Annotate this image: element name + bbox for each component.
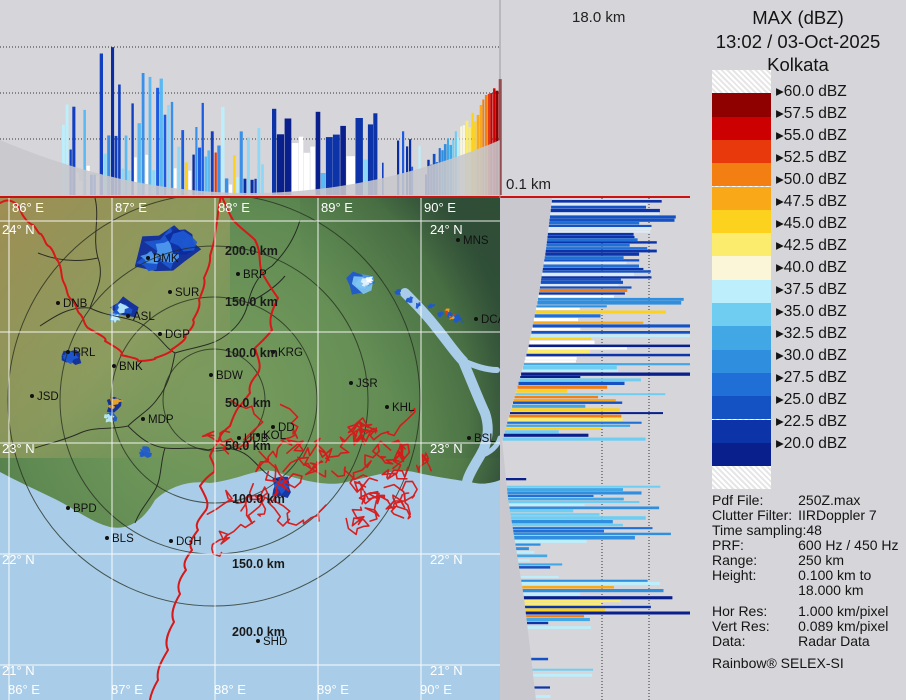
svg-text:21° N: 21° N bbox=[2, 663, 35, 678]
svg-text:22° N: 22° N bbox=[430, 552, 463, 567]
svg-text:100.0 km: 100.0 km bbox=[232, 492, 285, 506]
svg-text:DCA: DCA bbox=[481, 314, 500, 326]
svg-text:BPD: BPD bbox=[73, 503, 97, 515]
svg-text:DMK: DMK bbox=[153, 253, 179, 265]
svg-text:150.0 km: 150.0 km bbox=[225, 295, 278, 309]
svg-text:▸35.0 dBZ: ▸35.0 dBZ bbox=[776, 303, 847, 320]
svg-text:▸27.5 dBZ: ▸27.5 dBZ bbox=[776, 369, 847, 386]
svg-text:23° N: 23° N bbox=[430, 441, 463, 456]
svg-text:BSL: BSL bbox=[474, 433, 496, 445]
svg-text:JSR: JSR bbox=[356, 378, 378, 390]
svg-text:200.0 km: 200.0 km bbox=[225, 244, 278, 258]
svg-text:KHL: KHL bbox=[392, 402, 415, 414]
svg-text:DGP: DGP bbox=[165, 329, 190, 341]
svg-text:▸32.5 dBZ: ▸32.5 dBZ bbox=[776, 325, 847, 342]
svg-text:89° E: 89° E bbox=[321, 200, 353, 215]
svg-text:▸45.0 dBZ: ▸45.0 dBZ bbox=[776, 215, 847, 232]
svg-text:23° N: 23° N bbox=[2, 441, 35, 456]
svg-text:BRP: BRP bbox=[243, 269, 267, 281]
svg-text:JSD: JSD bbox=[37, 391, 59, 403]
svg-text:0.1 km: 0.1 km bbox=[506, 176, 551, 193]
svg-text:DNB: DNB bbox=[63, 298, 88, 310]
svg-text:SUR: SUR bbox=[175, 287, 199, 299]
svg-text:▸52.5 dBZ: ▸52.5 dBZ bbox=[776, 149, 847, 166]
svg-text:86° E: 86° E bbox=[8, 682, 40, 697]
svg-text:22° N: 22° N bbox=[2, 552, 35, 567]
svg-text:KRG: KRG bbox=[278, 347, 303, 359]
svg-text:86° E: 86° E bbox=[12, 200, 44, 215]
svg-text:90° E: 90° E bbox=[424, 200, 456, 215]
svg-text:24° N: 24° N bbox=[430, 222, 463, 237]
svg-text:18.0 km: 18.0 km bbox=[572, 9, 625, 26]
svg-text:100.0 km: 100.0 km bbox=[225, 346, 278, 360]
svg-text:▸25.0 dBZ: ▸25.0 dBZ bbox=[776, 391, 847, 408]
svg-text:▸30.0 dBZ: ▸30.0 dBZ bbox=[776, 347, 847, 364]
svg-text:88° E: 88° E bbox=[214, 682, 246, 697]
svg-text:▸20.0 dBZ: ▸20.0 dBZ bbox=[776, 435, 847, 452]
svg-text:BDW: BDW bbox=[216, 370, 243, 382]
svg-text:90° E: 90° E bbox=[420, 682, 452, 697]
svg-text:▸40.0 dBZ: ▸40.0 dBZ bbox=[776, 259, 847, 276]
svg-text:▸55.0 dBZ: ▸55.0 dBZ bbox=[776, 127, 847, 144]
svg-text:MDP: MDP bbox=[148, 414, 174, 426]
svg-text:▸47.5 dBZ: ▸47.5 dBZ bbox=[776, 193, 847, 210]
svg-text:150.0 km: 150.0 km bbox=[232, 557, 285, 571]
svg-text:89° E: 89° E bbox=[317, 682, 349, 697]
svg-text:200.0 km: 200.0 km bbox=[232, 625, 285, 639]
svg-text:MNS: MNS bbox=[463, 235, 489, 247]
svg-text:▸57.5 dBZ: ▸57.5 dBZ bbox=[776, 105, 847, 122]
svg-text:24° N: 24° N bbox=[2, 222, 35, 237]
svg-text:88° E: 88° E bbox=[218, 200, 250, 215]
svg-text:50.0 km: 50.0 km bbox=[225, 396, 271, 410]
svg-text:87° E: 87° E bbox=[115, 200, 147, 215]
svg-text:BLS: BLS bbox=[112, 533, 134, 545]
svg-text:50.0 km: 50.0 km bbox=[225, 439, 271, 453]
svg-text:▸50.0 dBZ: ▸50.0 dBZ bbox=[776, 171, 847, 188]
svg-text:▸37.5 dBZ: ▸37.5 dBZ bbox=[776, 281, 847, 298]
svg-text:DGH: DGH bbox=[176, 536, 202, 548]
svg-text:ASL: ASL bbox=[133, 311, 155, 323]
svg-text:21° N: 21° N bbox=[430, 663, 463, 678]
svg-text:▸60.0 dBZ: ▸60.0 dBZ bbox=[776, 83, 847, 100]
svg-text:▸42.5 dBZ: ▸42.5 dBZ bbox=[776, 237, 847, 254]
svg-text:▸22.5 dBZ: ▸22.5 dBZ bbox=[776, 413, 847, 430]
svg-text:BNK: BNK bbox=[119, 361, 143, 373]
svg-text:PRL: PRL bbox=[73, 347, 96, 359]
svg-text:87° E: 87° E bbox=[111, 682, 143, 697]
